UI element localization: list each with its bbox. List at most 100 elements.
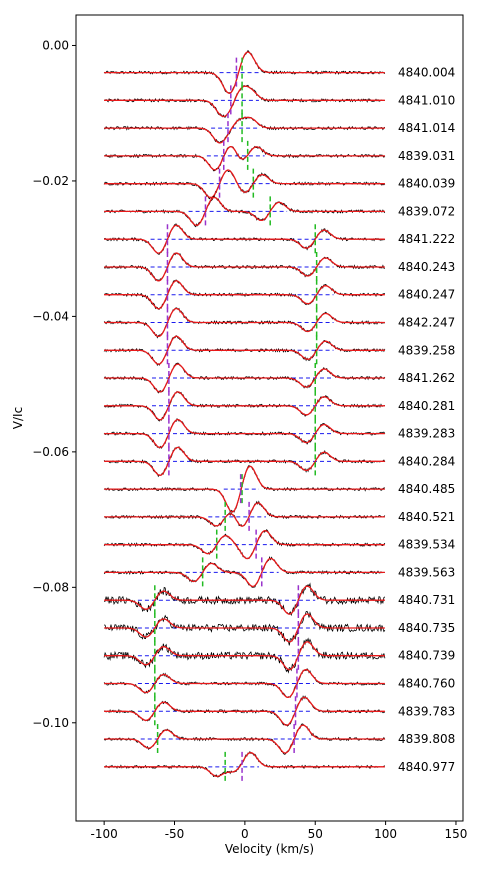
y-axis-title: V/Ic (11, 407, 25, 429)
model-fit (104, 751, 385, 777)
model-fit (104, 724, 385, 754)
spectrum-label: 4839.072 (398, 204, 455, 218)
model-fit (104, 146, 385, 171)
observed-spectrum (104, 582, 386, 617)
model-fit (104, 446, 385, 476)
spectrum (103, 668, 386, 699)
x-tick-label: 150 (445, 827, 468, 841)
spectrum-label: 4839.783 (398, 704, 455, 718)
spectrum (103, 307, 386, 339)
spectrum-label: 4841.262 (398, 371, 455, 385)
spectrum (104, 196, 386, 228)
spectrum-label: 4840.521 (398, 510, 455, 524)
spectrum-label: 4841.014 (398, 121, 455, 135)
spectrum (103, 223, 386, 255)
x-tick-label: 50 (308, 827, 323, 841)
spectrum (103, 529, 386, 560)
spectrum-label: 4839.031 (398, 149, 455, 163)
model-fit (104, 696, 385, 726)
spectrum (103, 500, 386, 532)
spectrum-label: 4839.563 (398, 565, 455, 579)
model-fit (104, 391, 385, 421)
spectrum (104, 84, 385, 118)
spectrum (103, 446, 386, 478)
y-tick-label: −0.06 (32, 445, 69, 459)
y-tick-label: −0.02 (32, 174, 69, 188)
model-fit (104, 116, 385, 144)
spectrum-label: 4840.731 (398, 593, 455, 607)
spectrum-label: 4840.284 (398, 454, 455, 468)
x-tick-label: 0 (241, 827, 249, 841)
x-tick-label: 100 (374, 827, 397, 841)
spectrum-label: 4840.977 (398, 760, 455, 774)
spectrum (103, 334, 386, 367)
model-fit (104, 465, 385, 513)
y-tick-label: 0.00 (42, 38, 69, 52)
spectrum-label: 4840.739 (398, 649, 455, 663)
spectrum-label: 4839.258 (398, 343, 455, 357)
model-fit (104, 335, 385, 365)
model-fit (104, 363, 385, 393)
spectrum (104, 113, 386, 144)
y-tick-label: −0.04 (32, 309, 69, 323)
spectrum (104, 582, 386, 617)
spectrum (103, 390, 386, 422)
plot-area (103, 49, 386, 782)
spectrum (103, 251, 385, 282)
model-fit (104, 668, 385, 699)
spectrum (103, 418, 386, 449)
spectrum (103, 555, 385, 588)
spectrum (103, 362, 386, 394)
spectrum-label: 4839.808 (398, 732, 455, 746)
model-fit (104, 502, 385, 527)
y-axis: 0.00 −0.02 −0.04 −0.06 −0.08 −0.10 (32, 38, 76, 730)
x-axis: -100 -50 0 50 100 150 (91, 821, 468, 841)
model-fit (104, 51, 385, 94)
model-fit (104, 530, 385, 560)
spectrum-label: 4840.243 (398, 260, 455, 274)
spectrum-label: 4840.004 (398, 66, 455, 80)
spectrum (104, 695, 386, 727)
spectrum-label: 4839.534 (398, 538, 455, 552)
spectrum (103, 168, 386, 200)
spectrum-label: 4841.010 (398, 93, 455, 107)
y-tick-label: −0.08 (32, 580, 69, 594)
spectrum-label: 4840.039 (398, 177, 455, 191)
spectrum (103, 49, 386, 94)
spectrum (103, 723, 386, 755)
spectrum-label: 4840.247 (398, 288, 455, 302)
spectrum-label: 4840.281 (398, 399, 455, 413)
model-fit (104, 418, 385, 449)
model-fit (104, 585, 385, 615)
spectrum (103, 464, 386, 514)
spectrum (103, 637, 386, 674)
spectrum-label: 4841.222 (398, 232, 455, 246)
spectrum-label: 4840.485 (398, 482, 455, 496)
spectrum (103, 750, 386, 782)
model-fit (104, 280, 385, 310)
model-fit (104, 196, 385, 227)
spectrum-label: 4842.247 (398, 315, 455, 329)
model-fit (104, 307, 385, 338)
x-tick-label: -100 (91, 827, 118, 841)
spectrum-label: 4840.735 (398, 621, 455, 635)
model-fit (104, 252, 385, 282)
x-axis-title: Velocity (km/s) (225, 842, 314, 856)
spectrum-label: 4840.760 (398, 677, 455, 691)
model-fit (104, 85, 385, 118)
model-fit (104, 557, 385, 588)
spectrum-labels: 4840.004 4841.010 4841.014 4839.031 4840.039… (398, 66, 455, 774)
spectrum-label: 4839.283 (398, 427, 455, 441)
x-tick-label: -50 (165, 827, 185, 841)
model-fit (104, 169, 385, 199)
y-tick-label: −0.10 (32, 716, 69, 730)
spectrum (103, 610, 386, 646)
spectrum (103, 279, 386, 310)
model-fit (104, 641, 385, 671)
model-fit (104, 224, 385, 254)
spectrum (103, 140, 386, 172)
model-fit (104, 613, 385, 643)
plot-frame (75, 14, 464, 822)
